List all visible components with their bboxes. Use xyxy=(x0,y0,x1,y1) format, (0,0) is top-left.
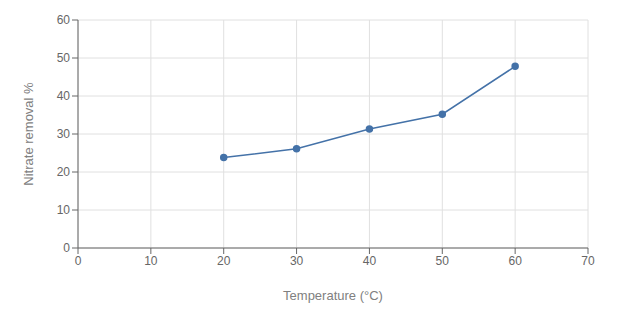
svg-text:20: 20 xyxy=(57,165,71,179)
svg-text:10: 10 xyxy=(57,203,71,217)
svg-text:Nitrate removal %: Nitrate removal % xyxy=(21,82,36,186)
svg-text:30: 30 xyxy=(57,127,71,141)
svg-text:40: 40 xyxy=(363,254,377,268)
svg-text:50: 50 xyxy=(436,254,450,268)
svg-text:20: 20 xyxy=(217,254,231,268)
svg-text:40: 40 xyxy=(57,89,71,103)
svg-text:60: 60 xyxy=(57,13,71,27)
svg-text:60: 60 xyxy=(508,254,522,268)
svg-text:0: 0 xyxy=(75,254,82,268)
svg-text:50: 50 xyxy=(57,51,71,65)
svg-text:70: 70 xyxy=(581,254,595,268)
svg-text:10: 10 xyxy=(144,254,158,268)
svg-text:30: 30 xyxy=(290,254,304,268)
svg-text:Temperature (°C): Temperature (°C) xyxy=(283,288,383,303)
svg-text:0: 0 xyxy=(63,241,70,255)
